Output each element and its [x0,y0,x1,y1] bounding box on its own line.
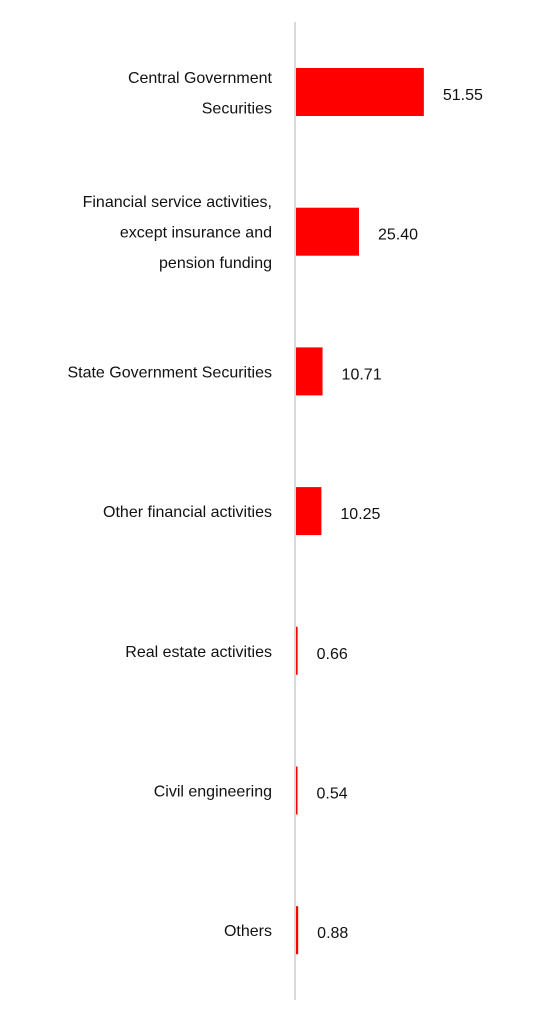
category-label-1-line-2: Securities [202,100,272,117]
value-label-4: 10.25 [340,506,380,523]
bars-layer [296,68,424,955]
value-label-5: 0.66 [317,646,348,663]
bar-4 [296,487,322,536]
category-label-2-line-1: Financial service activities, [83,194,272,211]
bar-5 [296,626,298,675]
bar-6 [296,766,298,815]
value-label-2: 25.40 [378,227,418,244]
value-label-6: 0.54 [317,786,348,803]
value-label-3: 10.71 [342,366,382,383]
category-label-7: Others [224,923,272,940]
category-label-2-line-3: pension funding [159,255,272,272]
labels-layer: 51.55 Central Government Securities 25.40 Fi… [67,70,483,942]
bar-1 [296,68,424,116]
category-label-2-line-2: except insurance and [120,225,272,242]
category-label-5: Real estate activities [125,644,272,661]
bar-2 [296,207,359,256]
bar-7 [296,906,299,955]
category-label-1-line-1: Central Government [128,70,273,87]
bar-3 [296,347,323,396]
value-label-1: 51.55 [443,87,483,104]
category-label-3: State Government Securities [67,364,272,381]
category-label-6: Civil engineering [154,784,272,801]
category-label-4: Other financial activities [103,504,272,521]
value-label-7: 0.88 [317,925,348,942]
